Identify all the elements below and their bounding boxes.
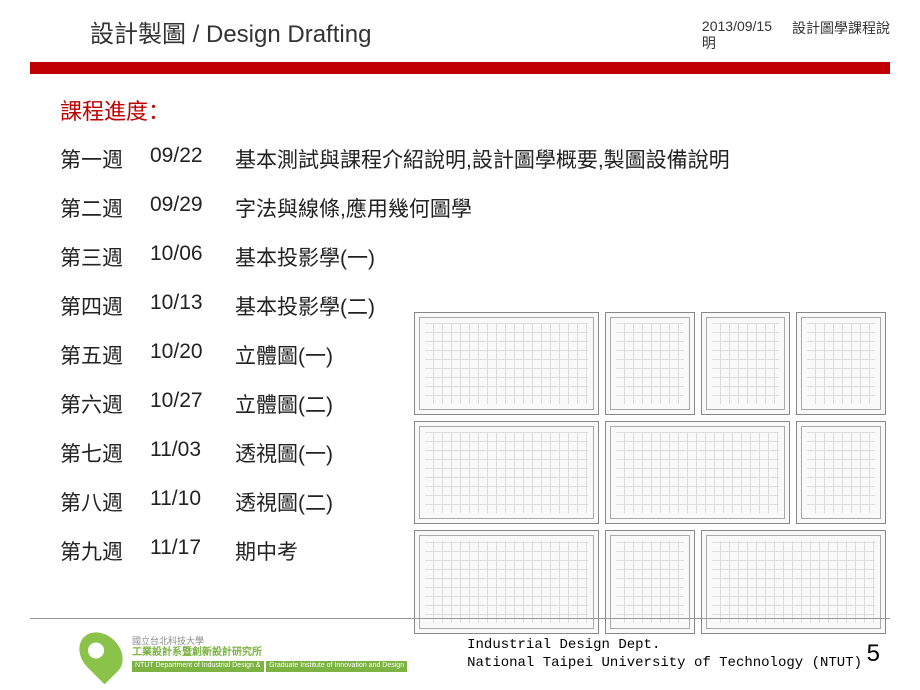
department-name-cn: 工業設計系暨創新設計研究所 <box>132 647 407 659</box>
week-label: 第三週 <box>60 242 150 272</box>
department-name-en2: Graduate Institute of Innovation and Des… <box>266 661 407 671</box>
date-label: 09/22 <box>150 144 235 174</box>
date-label: 10/06 <box>150 242 235 272</box>
schedule-row: 第一週 09/22 基本測試與課程介紹說明,設計圖學概要,製圖設備說明 <box>60 144 890 174</box>
university-name-cn: 國立台北科技大學 <box>132 636 407 647</box>
drafting-cell <box>414 421 599 524</box>
drafting-cell <box>605 312 695 415</box>
ntut-logo-icon <box>80 628 124 680</box>
footer-divider <box>30 618 890 619</box>
week-label: 第六週 <box>60 389 150 419</box>
drafting-cell <box>796 312 886 415</box>
week-label: 第一週 <box>60 144 150 174</box>
date-label: 11/17 <box>150 536 235 566</box>
drafting-cell <box>796 421 886 524</box>
date-label: 10/27 <box>150 389 235 419</box>
section-title: 課程進度： <box>60 94 890 126</box>
drafting-cell <box>605 421 790 524</box>
logo-text-block: 國立台北科技大學 工業設計系暨創新設計研究所 NTUT Department o… <box>132 636 407 671</box>
footer-line1: Industrial Design Dept. <box>467 636 867 654</box>
date-label: 11/10 <box>150 487 235 517</box>
header-date-sub: 明 <box>702 35 772 52</box>
date-label: 10/13 <box>150 291 235 321</box>
slide-header: 設計製圖 / Design Drafting 2013/09/15 明 設計圖學… <box>0 0 920 62</box>
topic-label: 基本測試與課程介紹說明,設計圖學概要,製圖設備說明 <box>235 144 890 174</box>
header-course-label: 設計圖學課程說 <box>792 18 890 52</box>
topic-label: 基本投影學(一) <box>235 242 890 272</box>
department-name-en1: NTUT Department of Industrial Design & <box>132 661 264 671</box>
topic-label: 字法與線條,應用幾何圖學 <box>235 193 890 223</box>
week-label: 第七週 <box>60 438 150 468</box>
schedule-row: 第三週 10/06 基本投影學(一) <box>60 242 890 272</box>
week-label: 第二週 <box>60 193 150 223</box>
accent-bar <box>30 62 890 74</box>
drafting-cell <box>414 312 599 415</box>
slide-footer: 國立台北科技大學 工業設計系暨創新設計研究所 NTUT Department o… <box>0 618 920 690</box>
week-label: 第四週 <box>60 291 150 321</box>
drafting-cell <box>701 312 791 415</box>
week-label: 第五週 <box>60 340 150 370</box>
header-date-block: 2013/09/15 明 <box>702 18 772 52</box>
drafting-thumbnails <box>410 308 890 638</box>
date-label: 09/29 <box>150 193 235 223</box>
page-number: 5 <box>867 640 880 668</box>
header-date: 2013/09/15 <box>702 18 772 35</box>
footer-line2: National Taipei University of Technology… <box>467 654 867 672</box>
schedule-row: 第二週 09/29 字法與線條,應用幾何圖學 <box>60 193 890 223</box>
slide-content: 課程進度： 第一週 09/22 基本測試與課程介紹說明,設計圖學概要,製圖設備說… <box>0 74 920 566</box>
header-meta: 2013/09/15 明 設計圖學課程說 <box>702 14 890 52</box>
date-label: 11/03 <box>150 438 235 468</box>
week-label: 第九週 <box>60 536 150 566</box>
week-label: 第八週 <box>60 487 150 517</box>
footer-center-text: Industrial Design Dept. National Taipei … <box>407 636 867 672</box>
slide-title: 設計製圖 / Design Drafting <box>90 14 371 49</box>
date-label: 10/20 <box>150 340 235 370</box>
